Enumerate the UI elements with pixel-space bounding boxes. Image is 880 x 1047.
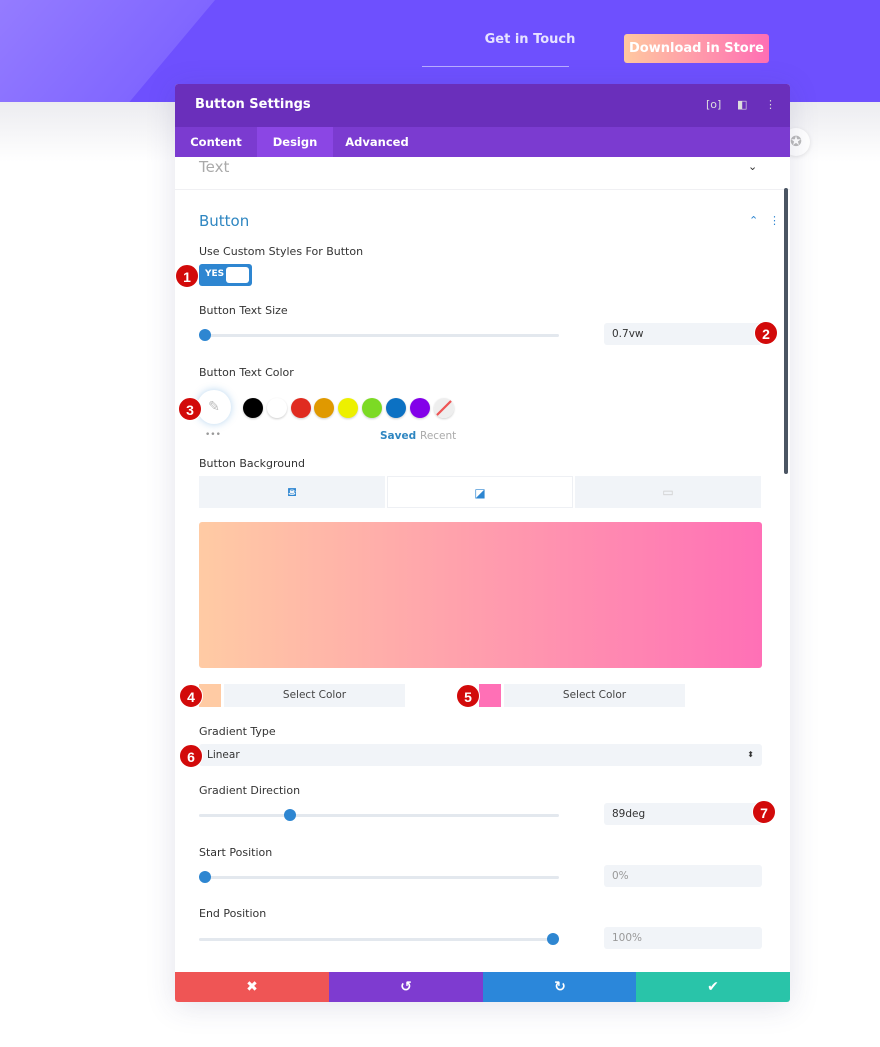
gradient-preview bbox=[199, 522, 762, 668]
end-position-input[interactable]: 100% bbox=[604, 927, 762, 949]
color-swatch[interactable] bbox=[243, 398, 263, 418]
modal-header: Button Settings [o] ◧ ⋮ bbox=[175, 84, 790, 127]
more-colors-button[interactable]: ••• bbox=[205, 430, 221, 440]
redo-button[interactable]: ↻ bbox=[483, 972, 637, 1002]
select-arrows-icon: ⬍ bbox=[747, 750, 754, 759]
marker-5: 5 bbox=[456, 684, 480, 708]
marker-1: 1 bbox=[175, 264, 199, 288]
gradient-end-swatch[interactable] bbox=[479, 684, 501, 707]
split-view-icon[interactable]: ◧ bbox=[737, 98, 748, 111]
focus-icon[interactable]: [o] bbox=[706, 98, 722, 111]
marker-4: 4 bbox=[179, 684, 203, 708]
button-settings-modal: Button Settings [o] ◧ ⋮ Content Design A… bbox=[175, 84, 790, 1002]
toggle-value: YES bbox=[205, 269, 225, 279]
select-color-end-button[interactable]: Select Color bbox=[504, 684, 685, 707]
modal-tabs: Content Design Advanced bbox=[175, 127, 790, 157]
start-position-slider[interactable] bbox=[199, 871, 559, 883]
gradient-direction-label: Gradient Direction bbox=[199, 784, 301, 797]
no-color-swatch[interactable] bbox=[434, 398, 454, 418]
text-size-slider[interactable] bbox=[199, 329, 559, 341]
color-swatch[interactable] bbox=[291, 398, 311, 418]
undo-button[interactable]: ↺ bbox=[329, 972, 483, 1002]
cancel-button[interactable]: ✖ bbox=[175, 972, 329, 1002]
more-vertical-icon[interactable]: ⋮ bbox=[769, 214, 780, 227]
text-size-label: Button Text Size bbox=[199, 304, 288, 317]
more-vertical-icon[interactable]: ⋮ bbox=[765, 98, 776, 111]
color-fill-icon[interactable]: ⛾ bbox=[199, 476, 385, 508]
end-position-slider[interactable] bbox=[199, 933, 559, 945]
section-title-button: Button bbox=[199, 212, 250, 230]
nav-link-get-in-touch[interactable]: Get in Touch bbox=[484, 32, 576, 47]
gradient-type-select[interactable]: Linear ⬍ bbox=[199, 744, 762, 766]
download-store-button[interactable]: Download in Store bbox=[624, 34, 769, 63]
modal-title: Button Settings bbox=[195, 97, 311, 112]
chevron-up-icon[interactable]: ⌃ bbox=[749, 214, 759, 227]
color-swatch[interactable] bbox=[267, 398, 287, 418]
end-position-label: End Position bbox=[199, 907, 267, 920]
gradient-start-swatch[interactable] bbox=[199, 684, 221, 707]
scrollbar[interactable] bbox=[784, 188, 788, 474]
custom-styles-toggle[interactable]: YES bbox=[199, 264, 252, 286]
gradient-icon[interactable]: ◪ bbox=[387, 476, 573, 508]
saved-tab[interactable]: Saved bbox=[380, 430, 417, 442]
start-position-label: Start Position bbox=[199, 846, 273, 859]
background-label: Button Background bbox=[199, 457, 305, 470]
marker-7: 7 bbox=[752, 800, 776, 824]
color-swatch[interactable] bbox=[338, 398, 358, 418]
nav-underline bbox=[422, 66, 569, 67]
image-icon[interactable]: ▭ bbox=[575, 476, 761, 508]
tab-content[interactable]: Content bbox=[190, 135, 242, 149]
color-swatch[interactable] bbox=[410, 398, 430, 418]
marker-6: 6 bbox=[179, 744, 203, 768]
recent-tab[interactable]: Recent bbox=[420, 430, 457, 442]
section-text-toggle[interactable]: Text bbox=[199, 158, 230, 176]
eyedropper-icon[interactable]: ✎ bbox=[197, 390, 231, 424]
text-size-input[interactable]: 0.7vw bbox=[604, 323, 762, 345]
start-position-input[interactable]: 0% bbox=[604, 865, 762, 887]
color-swatch[interactable] bbox=[386, 398, 406, 418]
color-swatch[interactable] bbox=[362, 398, 382, 418]
select-value: Linear bbox=[207, 749, 240, 761]
marker-2: 2 bbox=[754, 321, 778, 345]
tab-design[interactable]: Design bbox=[257, 127, 333, 157]
gradient-direction-input[interactable]: 89deg bbox=[604, 803, 762, 825]
text-color-label: Button Text Color bbox=[199, 366, 294, 379]
tab-advanced[interactable]: Advanced bbox=[345, 135, 409, 149]
divider bbox=[175, 189, 790, 190]
select-color-start-button[interactable]: Select Color bbox=[224, 684, 405, 707]
color-swatch[interactable] bbox=[314, 398, 334, 418]
gradient-type-label: Gradient Type bbox=[199, 725, 276, 738]
chevron-down-icon[interactable]: ⌄ bbox=[748, 160, 758, 173]
gradient-direction-slider[interactable] bbox=[199, 809, 559, 821]
marker-3: 3 bbox=[178, 397, 202, 421]
save-button[interactable]: ✔ bbox=[636, 972, 790, 1002]
custom-styles-label: Use Custom Styles For Button bbox=[199, 245, 364, 258]
